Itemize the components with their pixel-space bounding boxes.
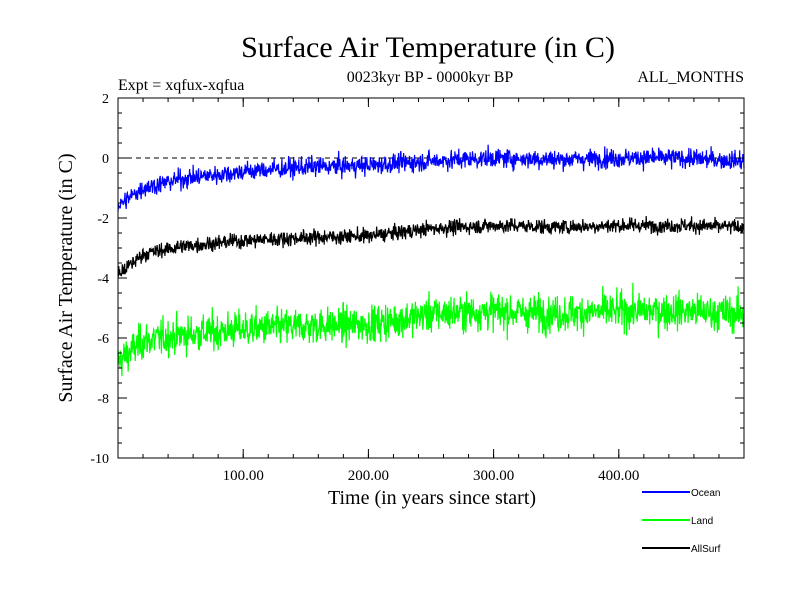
experiment-label: Expt = xqfux-xqfua [118, 77, 244, 94]
series-line-allsurf [117, 215, 745, 278]
y-tick-label: -6 [97, 332, 109, 347]
x-tick-label: 300.00 [473, 468, 514, 484]
y-tick-label: -10 [90, 452, 109, 467]
plot-frame [117, 97, 745, 459]
x-tick-label: 400.00 [598, 468, 639, 484]
legend-label-ocean: Ocean [691, 488, 720, 499]
y-axis-label: Surface Air Temperature (in C) [55, 153, 77, 402]
months-label: ALL_MONTHS [637, 69, 744, 86]
chart-subtitle: 0023kyr BP - 0000kyr BP [347, 69, 514, 86]
chart-title: Surface Air Temperature (in C) [241, 31, 615, 64]
plot-area: -10 -8 -6 -4 -2 0 2 100.00 200.00 300.00 400.00 [90, 92, 745, 484]
series-line-ocean [117, 144, 745, 212]
legend-label-land: Land [691, 516, 713, 527]
x-tick-label: 100.00 [223, 468, 264, 484]
y-tick-label: 0 [102, 152, 109, 167]
y-tick-label: -8 [97, 392, 109, 407]
y-tick-label: -2 [97, 212, 109, 227]
y-tick-label: 2 [102, 92, 109, 107]
x-axis-label: Time (in years since start) [328, 487, 536, 509]
legend-label-allsurf: AllSurf [691, 544, 721, 555]
x-tick-label: 200.00 [348, 468, 389, 484]
series-line-land [117, 282, 745, 377]
legend: Ocean Land AllSurf [642, 488, 721, 555]
y-tick-label: -4 [97, 272, 109, 287]
